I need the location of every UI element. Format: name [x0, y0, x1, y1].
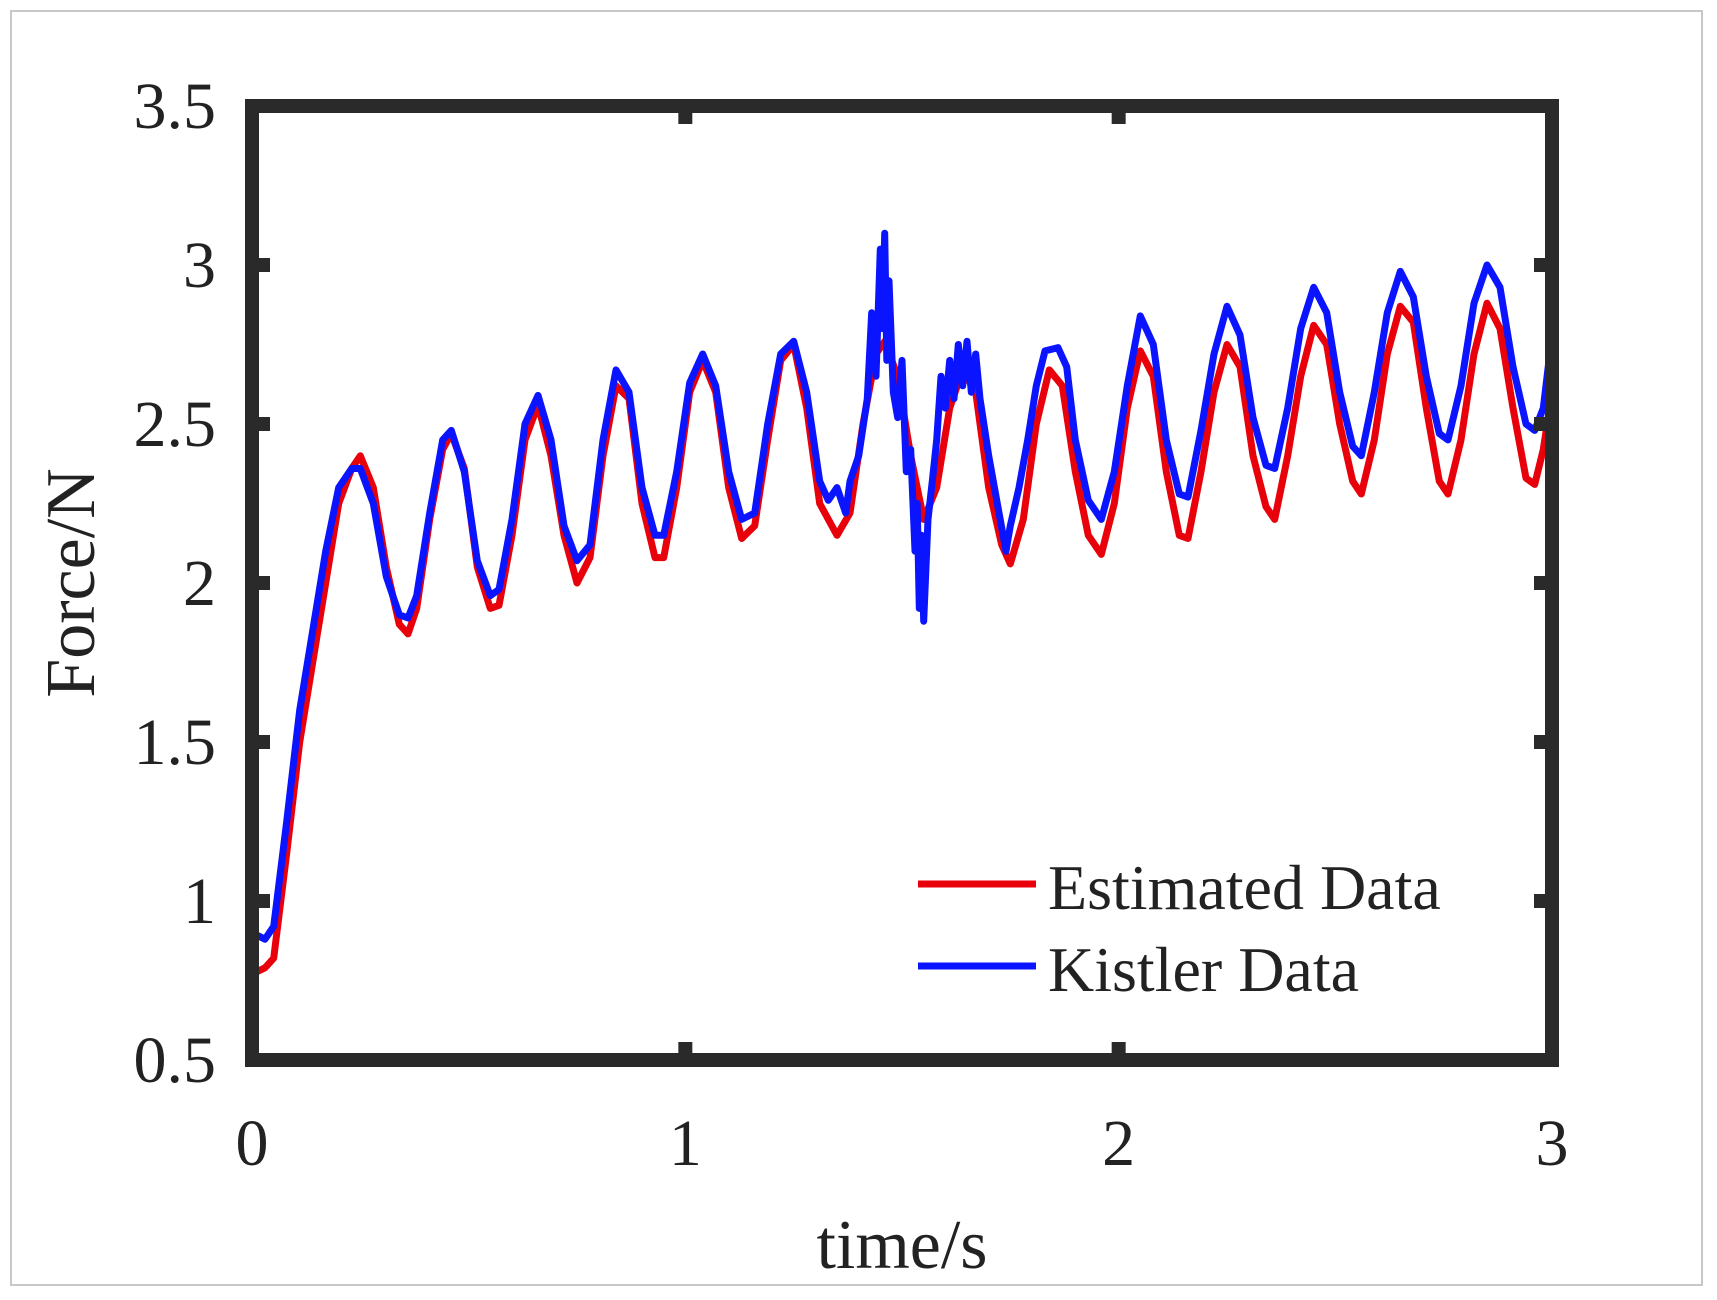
legend-label-kistler: Kistler Data: [1048, 934, 1359, 1005]
x-tick-label: 1: [669, 1107, 702, 1180]
y-tick-label: 1.5: [134, 706, 217, 779]
y-tick-label: 3: [183, 229, 216, 302]
x-tick-label: 0: [236, 1107, 269, 1180]
x-axis-label: time/s: [816, 1207, 987, 1284]
x-tick-label: 2: [1102, 1107, 1135, 1180]
y-tick-label: 1: [183, 865, 216, 938]
tick-labels-layer: 0 1 2 3 0.5 1 1.5 2 2.5 3 3.5: [134, 70, 1569, 1180]
legend: Estimated Data Kistler Data: [918, 852, 1441, 1005]
y-tick-label: 3.5: [134, 70, 217, 143]
figure-frame: [10, 10, 1703, 1286]
series-line-kistler-data: [248, 229, 1556, 943]
y-tick-label: 0.5: [134, 1024, 217, 1097]
y-tick-label: 2.5: [134, 388, 217, 461]
y-tick-label: 2: [183, 547, 216, 620]
ticks-layer: [245, 99, 1559, 1067]
x-tick-label: 3: [1536, 1107, 1569, 1180]
series-layer: [248, 229, 1556, 978]
legend-label-estimated: Estimated Data: [1048, 852, 1441, 923]
y-axis-label: Force/N: [33, 468, 110, 697]
